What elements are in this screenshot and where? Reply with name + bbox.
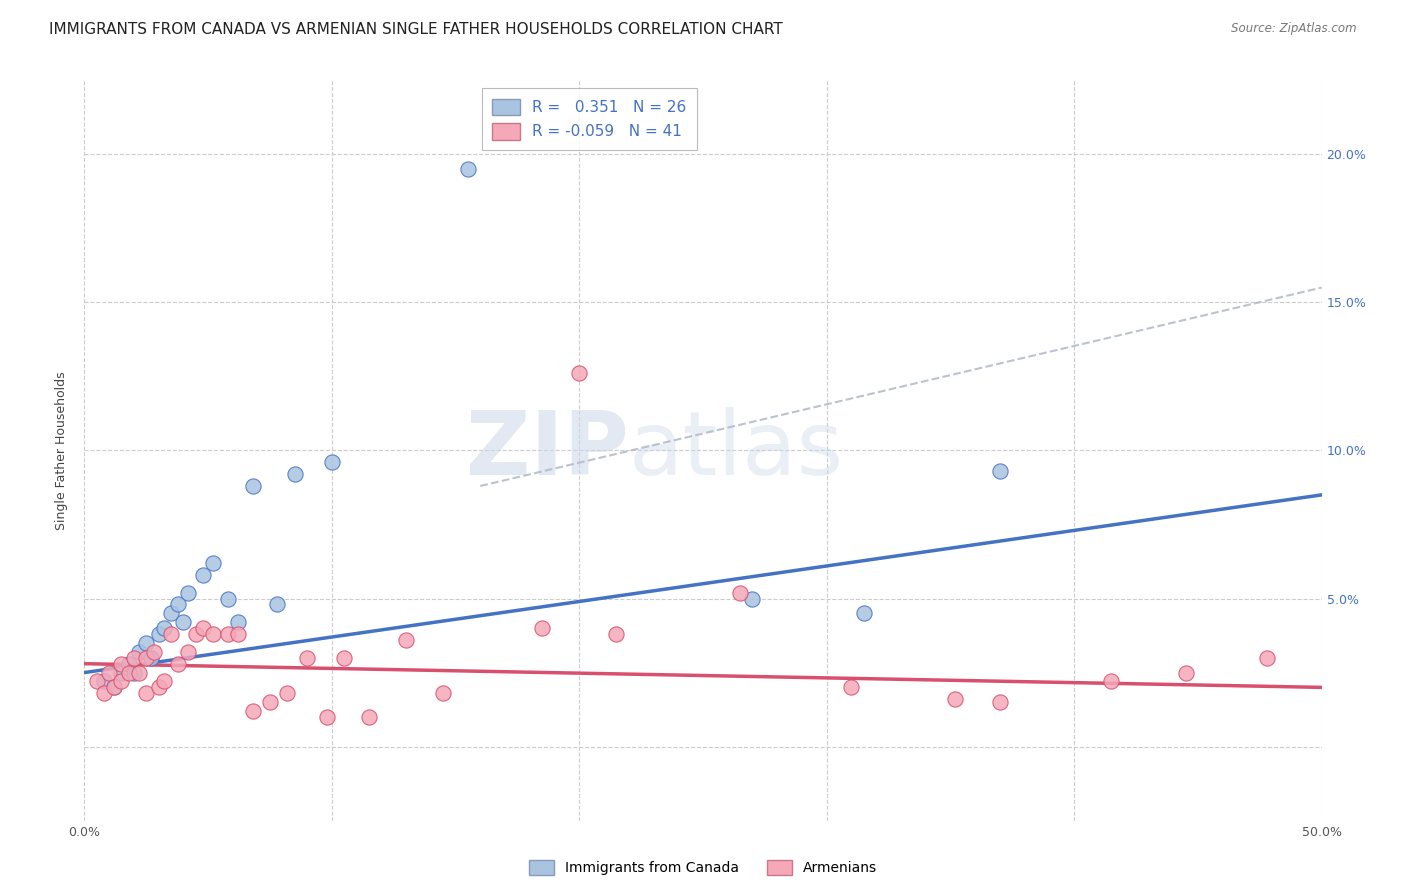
- Point: [141, 650, 163, 665]
- Point: [86, 674, 108, 689]
- Point: [122, 665, 145, 680]
- Point: [148, 681, 170, 695]
- Point: [122, 650, 145, 665]
- Point: [142, 645, 165, 659]
- Point: [1174, 665, 1197, 680]
- Point: [152, 674, 174, 689]
- Point: [135, 650, 157, 665]
- Point: [93, 686, 115, 700]
- Point: [103, 681, 125, 695]
- Text: Source: ZipAtlas.com: Source: ZipAtlas.com: [1232, 22, 1357, 36]
- Point: [295, 650, 318, 665]
- Point: [110, 674, 132, 689]
- Point: [202, 627, 225, 641]
- Point: [167, 598, 190, 612]
- Point: [852, 607, 875, 621]
- Point: [103, 681, 125, 695]
- Point: [118, 665, 141, 680]
- Point: [841, 681, 863, 695]
- Point: [988, 695, 1011, 709]
- Point: [242, 704, 264, 718]
- Point: [217, 627, 239, 641]
- Point: [177, 585, 200, 599]
- Point: [432, 686, 454, 700]
- Text: atlas: atlas: [628, 407, 844, 494]
- Point: [226, 627, 249, 641]
- Point: [110, 657, 132, 671]
- Point: [276, 686, 298, 700]
- Point: [202, 556, 225, 570]
- Point: [226, 615, 249, 630]
- Point: [333, 650, 356, 665]
- Point: [128, 665, 150, 680]
- Text: IMMIGRANTS FROM CANADA VS ARMENIAN SINGLE FATHER HOUSEHOLDS CORRELATION CHART: IMMIGRANTS FROM CANADA VS ARMENIAN SINGL…: [49, 22, 783, 37]
- Point: [217, 591, 239, 606]
- Point: [148, 627, 170, 641]
- Point: [98, 665, 121, 680]
- Point: [128, 645, 150, 659]
- Point: [741, 591, 763, 606]
- Point: [93, 674, 115, 689]
- Point: [1099, 674, 1122, 689]
- Point: [395, 632, 418, 647]
- Y-axis label: Single Father Households: Single Father Households: [55, 371, 69, 530]
- Point: [568, 367, 591, 381]
- Point: [110, 665, 132, 680]
- Point: [160, 607, 183, 621]
- Point: [321, 455, 343, 469]
- Legend: R =   0.351   N = 26, R = -0.059   N = 41: R = 0.351 N = 26, R = -0.059 N = 41: [482, 88, 697, 150]
- Point: [357, 710, 380, 724]
- Point: [259, 695, 281, 709]
- Point: [266, 598, 288, 612]
- Point: [191, 567, 214, 582]
- Point: [457, 162, 479, 177]
- Point: [1256, 650, 1278, 665]
- Point: [135, 686, 157, 700]
- Point: [242, 479, 264, 493]
- Point: [191, 621, 214, 635]
- Point: [988, 464, 1011, 478]
- Point: [945, 692, 967, 706]
- Legend: Immigrants from Canada, Armenians: Immigrants from Canada, Armenians: [523, 855, 883, 880]
- Point: [160, 627, 183, 641]
- Point: [167, 657, 190, 671]
- Point: [118, 657, 141, 671]
- Point: [152, 621, 174, 635]
- Text: ZIP: ZIP: [465, 407, 628, 494]
- Point: [531, 621, 554, 635]
- Point: [135, 636, 157, 650]
- Point: [284, 467, 307, 482]
- Point: [315, 710, 337, 724]
- Point: [728, 585, 751, 599]
- Point: [605, 627, 627, 641]
- Point: [177, 645, 200, 659]
- Point: [172, 615, 194, 630]
- Point: [184, 627, 207, 641]
